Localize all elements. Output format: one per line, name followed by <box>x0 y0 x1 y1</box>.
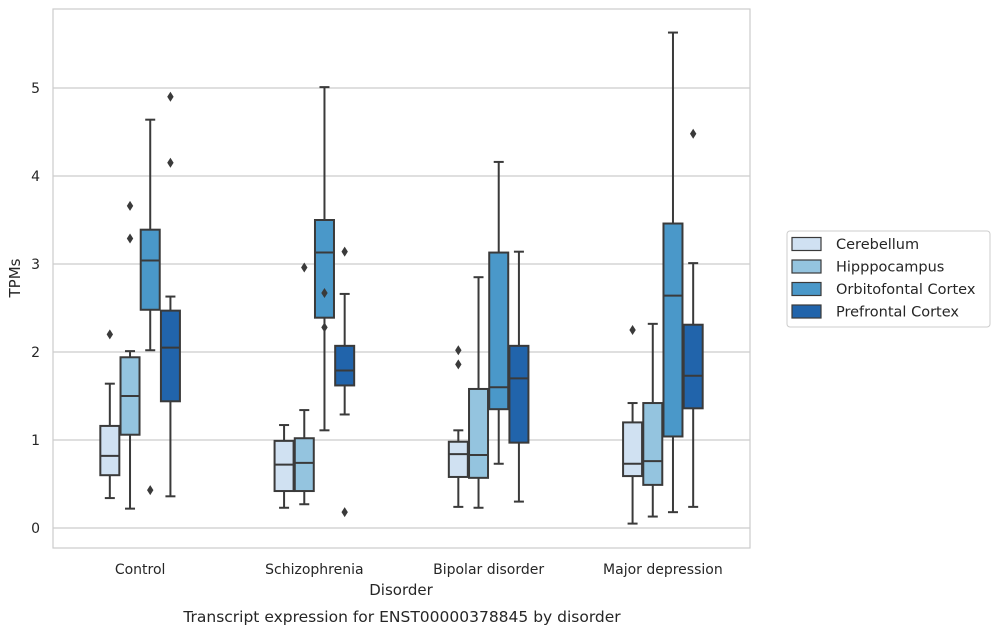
series-2 <box>139 31 684 514</box>
box-2-3 <box>662 31 684 514</box>
box-0-0 <box>99 329 121 500</box>
figure-caption: Transcript expression for ENST0000037884… <box>182 608 621 626</box>
box-body <box>159 309 181 403</box>
outlier-point <box>106 329 114 340</box>
box-body <box>99 424 121 477</box>
legend-label: Hipppocampus <box>836 260 944 276</box>
outlier-point <box>147 485 154 496</box>
y-tick-label: 3 <box>31 257 40 273</box>
box-3-3 <box>682 128 704 508</box>
x-axis-label: Disorder <box>369 581 433 599</box>
outlier-point <box>167 91 174 102</box>
outlier-point <box>629 325 636 335</box>
outlier-point <box>455 345 462 356</box>
box-body <box>662 222 684 438</box>
box-body <box>468 387 490 479</box>
outlier-point <box>126 200 134 211</box>
box-2-1 <box>313 86 335 432</box>
y-tick-label: 5 <box>31 81 40 97</box>
legend: Cerebellum Hipppocampus Orbitofontal Corte… <box>786 230 991 328</box>
box-0-1 <box>273 424 295 509</box>
box-0-2 <box>447 345 469 508</box>
box-body <box>508 344 530 444</box>
box-3-1 <box>334 246 356 518</box>
y-tick-label: 0 <box>31 521 40 537</box>
box-body <box>488 251 510 411</box>
outlier-point <box>321 288 328 299</box>
y-tick-label: 1 <box>31 433 40 449</box>
y-tick-labels: 0 1 2 3 4 5 <box>31 81 40 537</box>
box-1-3 <box>642 322 664 518</box>
y-tick-label: 2 <box>31 345 40 361</box>
outlier-point <box>341 246 348 257</box>
outlier-point <box>167 157 174 168</box>
series-0 <box>99 325 644 525</box>
x-tick-label: Major depression <box>603 562 723 578</box>
outlier-point <box>341 507 348 518</box>
box-2-2 <box>488 160 510 465</box>
box-body <box>293 437 315 493</box>
box-body <box>313 219 335 319</box>
y-tick-label: 4 <box>31 169 40 185</box>
legend-label: Cerebellum <box>836 237 919 253</box>
x-tick-label: Control <box>115 562 166 578</box>
legend-swatch <box>791 281 822 297</box>
box-3-0 <box>159 91 181 498</box>
box-body <box>334 344 356 387</box>
x-tick-labels: Control Schizophrenia Bipolar disorder Majo… <box>115 562 723 578</box>
box-2-0 <box>139 118 161 496</box>
x-tick-label: Bipolar disorder <box>433 562 544 578</box>
legend-label: Prefrontal Cortex <box>836 305 959 321</box>
y-axis-label: TPMs <box>6 258 24 298</box>
box-body <box>642 402 664 486</box>
box-body <box>682 323 704 410</box>
legend-swatch <box>791 304 822 319</box>
legend-swatch <box>791 259 822 274</box>
box-body <box>139 228 161 311</box>
outlier-point <box>455 359 462 370</box>
series-3 <box>159 91 704 518</box>
legend-frame <box>786 230 991 328</box>
box-series <box>99 31 704 525</box>
outlier-point <box>689 128 697 139</box>
legend-label: Orbitofontal Cortex <box>836 282 976 298</box>
box-1-0 <box>119 200 141 510</box>
outlier-point <box>301 262 308 273</box>
box-body <box>273 439 295 493</box>
box-1-2 <box>468 276 490 509</box>
outlier-point <box>126 233 134 244</box>
box-body <box>447 440 469 478</box>
box-body <box>622 421 644 478</box>
plot-area-frame <box>52 8 751 549</box>
box-3-2 <box>508 250 530 503</box>
outlier-point <box>321 322 328 333</box>
box-1-1 <box>293 262 315 506</box>
legend-swatch <box>791 236 822 252</box>
x-tick-label: Schizophrenia <box>265 562 363 578</box>
series-1 <box>119 200 664 518</box>
box-0-3 <box>622 325 644 525</box>
